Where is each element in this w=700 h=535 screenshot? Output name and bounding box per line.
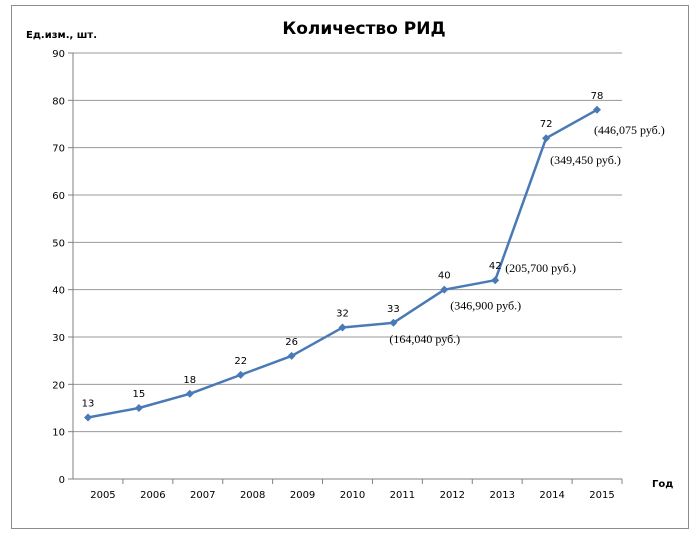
- data-point: [389, 318, 398, 327]
- y-tick-label: 10: [52, 428, 65, 439]
- data-label: 22: [234, 356, 247, 367]
- y-tick-label: 30: [52, 333, 65, 344]
- y-tick-label: 40: [52, 286, 65, 297]
- x-tick-label: 2007: [190, 490, 215, 501]
- annotation: (446,075 руб.): [594, 123, 665, 137]
- data-point: [236, 370, 245, 379]
- data-point: [440, 285, 449, 294]
- y-tick-label: 70: [52, 144, 65, 155]
- annotation: (205,700 руб.): [505, 261, 576, 275]
- data-point: [134, 404, 143, 412]
- annotation: (346,900 руб.): [450, 299, 521, 313]
- data-point: [338, 323, 347, 332]
- data-point: [593, 105, 601, 114]
- x-tick-label: 2013: [489, 490, 514, 501]
- x-tick-label: 2014: [539, 490, 564, 501]
- y-tick-labels: 0 10 20 30 40 50 60 70 80 90: [52, 49, 65, 486]
- gridlines: [68, 52, 623, 484]
- annotation: (349,450 руб.): [550, 153, 621, 167]
- data-point: [491, 276, 500, 285]
- y-tick-label: 0: [59, 475, 65, 486]
- data-label: 15: [133, 389, 146, 400]
- data-label: 18: [183, 375, 196, 386]
- chart-title: Количество РИД: [282, 19, 445, 39]
- y-tick-label: 80: [52, 96, 65, 107]
- x-tick-label: 2005: [90, 490, 115, 501]
- data-label: 42: [489, 261, 502, 272]
- data-point: [185, 389, 194, 398]
- y-tick-label: 90: [52, 49, 65, 60]
- data-label: 33: [387, 304, 400, 315]
- x-tick-label: 2015: [589, 490, 614, 501]
- y-axis-label: Ед.изм., шт.: [26, 30, 97, 41]
- x-tick-label: 2008: [240, 490, 265, 501]
- data-label: 26: [285, 337, 298, 348]
- data-point: [287, 351, 296, 360]
- data-point: [542, 134, 551, 143]
- x-tick-label: 2011: [390, 490, 415, 501]
- y-tick-label: 20: [52, 380, 65, 391]
- y-tick-label: 60: [52, 191, 65, 202]
- data-label: 40: [438, 271, 451, 282]
- x-tick-label: 2006: [140, 490, 165, 501]
- chart-frame: [11, 5, 689, 529]
- x-axis-label: Год: [652, 479, 673, 490]
- annotations: (164,040 руб.) (346,900 руб.) (205,700 руб…: [389, 123, 664, 346]
- x-tick-label: 2012: [440, 490, 465, 501]
- data-points: [84, 105, 601, 422]
- data-label: 72: [540, 119, 553, 130]
- x-tick-label: 2010: [340, 490, 365, 501]
- annotation: (164,040 руб.): [389, 332, 460, 346]
- y-tick-label: 50: [52, 238, 65, 249]
- data-labels: 13 15 18 22 26 32 33 40 42 72 78: [82, 91, 604, 410]
- data-label: 32: [336, 309, 349, 320]
- data-label: 78: [591, 91, 604, 102]
- data-label: 13: [82, 398, 95, 409]
- data-point: [84, 413, 92, 422]
- x-tick-labels: 2005 2006 2007 2008 2009 2010 2011 2012 2013 2014…: [90, 490, 615, 501]
- x-tick-label: 2009: [290, 490, 315, 501]
